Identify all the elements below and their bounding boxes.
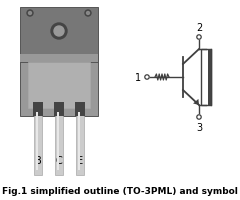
Bar <box>34 110 42 175</box>
Bar <box>20 55 98 63</box>
Circle shape <box>197 115 201 120</box>
Bar <box>36 112 38 170</box>
Circle shape <box>85 11 91 17</box>
Bar <box>54 102 64 116</box>
Circle shape <box>197 36 201 40</box>
Bar <box>20 8 98 63</box>
Circle shape <box>145 75 149 80</box>
Circle shape <box>86 12 90 15</box>
Bar <box>20 55 98 116</box>
Circle shape <box>29 12 31 15</box>
Polygon shape <box>193 99 199 105</box>
Bar <box>55 110 63 175</box>
Text: C: C <box>56 155 62 165</box>
Bar <box>33 102 43 116</box>
Text: 1: 1 <box>135 73 141 83</box>
Text: B: B <box>35 155 41 165</box>
Bar <box>201 50 211 105</box>
Bar <box>57 112 59 170</box>
Bar <box>76 110 84 175</box>
Bar <box>78 112 80 170</box>
Circle shape <box>54 27 64 37</box>
Bar <box>208 50 211 105</box>
Text: Fig.1 simplified outline (TO-3PML) and symbol: Fig.1 simplified outline (TO-3PML) and s… <box>2 186 238 195</box>
Circle shape <box>51 24 67 40</box>
Text: 2: 2 <box>196 23 202 33</box>
Circle shape <box>27 11 33 17</box>
Text: 3: 3 <box>196 122 202 132</box>
Bar <box>28 63 90 108</box>
Text: E: E <box>77 155 83 165</box>
Bar <box>75 102 85 116</box>
